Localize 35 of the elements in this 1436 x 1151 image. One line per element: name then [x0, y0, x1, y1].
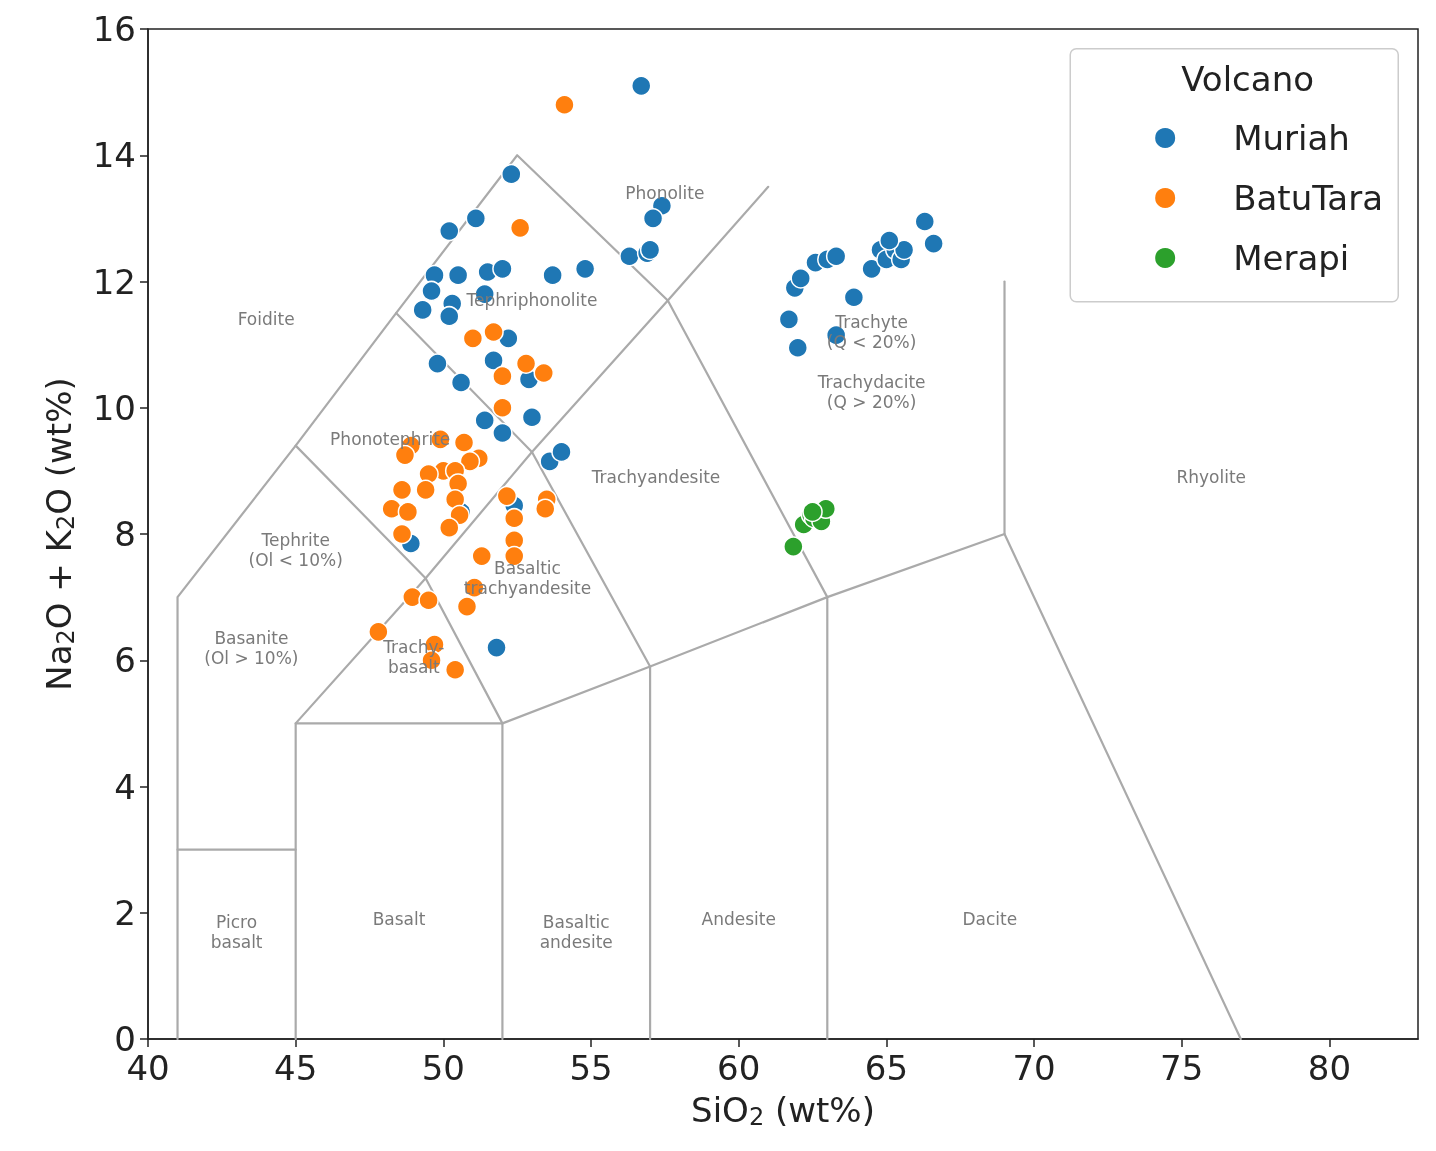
annotation: Trachyandesite — [590, 467, 721, 488]
annotation: Andesite — [701, 909, 776, 930]
annotation: Rhyolite — [1176, 467, 1247, 488]
annotation: Tephriphonolite — [465, 290, 598, 311]
legend-title: Volcano — [1181, 59, 1314, 99]
x-tick-label: 65 — [864, 1048, 908, 1088]
annotation: Basalt — [372, 909, 426, 930]
x-tick-label: 80 — [1307, 1048, 1352, 1088]
y-tick-label: 8 — [114, 514, 136, 554]
annotation: Dacite — [962, 909, 1018, 930]
annotation: Trachydacite (Q > 20%) — [816, 371, 926, 412]
x-tick-label: 75 — [1160, 1048, 1204, 1088]
legend-label: Muriah — [1233, 118, 1350, 158]
y-tick-label: 16 — [92, 9, 136, 49]
annotation: Tephrite (Ol < 10%) — [248, 529, 343, 570]
x-tick-label: 50 — [421, 1048, 465, 1088]
y-tick-label: 10 — [92, 387, 136, 428]
y-tick-label: 6 — [114, 640, 136, 681]
legend-label: Merapi — [1233, 238, 1350, 278]
x-tick-label: 45 — [274, 1048, 318, 1088]
x-tick-label: 60 — [717, 1048, 761, 1088]
x-axis-title: SiO2 (wt%) — [691, 1090, 875, 1131]
y-tick-label: 14 — [92, 135, 136, 176]
annotation: Phonolite — [625, 183, 705, 204]
x-tick-label: 55 — [569, 1048, 613, 1088]
y-tick-label: 4 — [114, 766, 136, 807]
annotation: Basanite (Ol > 10%) — [204, 627, 299, 668]
y-tick-label: 12 — [92, 261, 136, 302]
y-axis-title: Na2O + K2O (wt%) — [39, 377, 80, 691]
annotation: Picro basalt — [210, 911, 263, 952]
x-tick-label: 70 — [1012, 1048, 1056, 1088]
y-tick-label: 2 — [114, 892, 136, 933]
annotation: Basaltic andesite — [539, 911, 613, 952]
annotation: Foidite — [237, 309, 295, 330]
legend-label: BatuTara — [1233, 178, 1384, 218]
